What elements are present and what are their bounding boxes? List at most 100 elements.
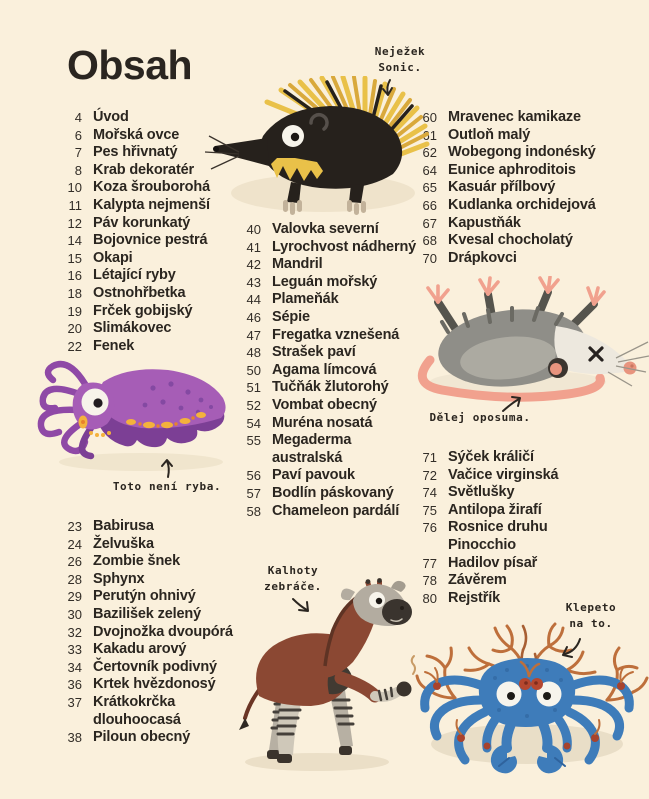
toc-column-top-right: 60 Mravenec kamikaze 61 Outloň malý 62 Wobego… <box>411 109 596 267</box>
toc-page-number: 62 <box>422 145 437 161</box>
toc-entry: 23 Babirusa <box>56 518 233 536</box>
toc-page-number: 66 <box>422 197 437 213</box>
cuttlefish-illustration <box>37 360 226 471</box>
arrow-down-icon <box>382 79 393 96</box>
toc-page-number: 19 <box>67 303 82 319</box>
arrow-up-icon <box>161 459 173 478</box>
toc-entry: 57 Bodlín páskovaný <box>235 485 416 503</box>
toc-page-number: 57 <box>246 485 261 501</box>
toc-page-number: 23 <box>67 519 82 534</box>
toc-entry: 26 Zombie šnek <box>56 553 233 571</box>
toc-entry: 8 Krab dekoratér <box>56 162 210 180</box>
toc-entry: 65 Kasuár přílbový <box>411 179 596 197</box>
toc-entry-label: Světlušky <box>448 484 515 501</box>
toc-entry-label: Kvesal chocholatý <box>448 232 573 249</box>
toc-page-number: 33 <box>67 642 82 658</box>
toc-entry-label: Lyrochvost nádherný <box>272 238 417 255</box>
toc-entry: 77 Hadilov písař <box>411 555 558 573</box>
toc-page-number: 80 <box>422 590 437 606</box>
toc-entry-label: Kalypta nejmenší <box>93 196 210 213</box>
toc-column-bottom-left: 23 Babirusa 24 Želvuška 26 Zombie šnek 28 Sphyn… <box>56 518 234 747</box>
toc-entry-label: Slimákovec <box>93 320 172 337</box>
toc-entry-label: Rejstřík <box>448 589 500 606</box>
toc-entry: 78 Závěrem <box>411 572 558 590</box>
toc-entry-label: Outloň malý <box>448 126 531 143</box>
toc-entry: 10 Koza šrouborohá <box>56 179 211 197</box>
toc-entry-label: Tučňák žlutorohý <box>272 379 389 396</box>
toc-entry-label: Bodlín páskovaný <box>272 484 394 501</box>
toc-entry-label: Eunice aphroditois <box>448 161 576 178</box>
toc-page-number: 51 <box>246 380 261 396</box>
toc-entry: 72 Vačice virginská <box>411 466 559 485</box>
toc-entry-label: Kakadu arový <box>93 641 187 658</box>
toc-entry: 37 Krátkokrčka dlouhoocasá <box>56 694 233 729</box>
toc-entry-label: Závěrem <box>448 572 507 589</box>
toc-page-number: 18 <box>67 285 82 301</box>
toc-entry: 64 Eunice aphroditois <box>411 162 596 180</box>
toc-entry: 38 Piloun obecný <box>56 729 233 747</box>
toc-entry-label: Muréna nosatá <box>272 414 373 431</box>
toc-entry-label: Chameleon pardálí <box>272 502 400 519</box>
toc-page-number: 64 <box>422 162 437 178</box>
toc-entry: 29 Perutýn ohnivý <box>56 588 233 606</box>
toc-entry-label: Koza šrouborohá <box>93 179 210 196</box>
toc-page-number: 36 <box>67 677 82 693</box>
toc-entry: 42 Mandril <box>235 256 416 274</box>
caption-line: Klepeto <box>565 601 617 614</box>
toc-entry-label: Vombat obecný <box>272 396 377 413</box>
toc-entry: 80 Rejstřík <box>411 590 558 608</box>
toc-entry-label: Sépie <box>272 308 310 325</box>
toc-entry-label: Pes hřivnatý <box>93 144 178 161</box>
toc-entry: 68 Kvesal chocholatý <box>411 232 596 250</box>
decorator-crab-illustration <box>415 622 649 774</box>
toc-entry: 61 Outloň malý <box>411 127 596 145</box>
toc-page-number: 46 <box>246 309 261 325</box>
toc-page-number: 34 <box>67 659 82 675</box>
toc-page-number: 47 <box>246 327 261 343</box>
opossum-illustration <box>417 276 649 402</box>
toc-page-number: 43 <box>246 274 261 290</box>
toc-entry: 56 Paví pavouk <box>235 467 416 485</box>
toc-entry-label: Perutýn ohnivý <box>93 588 196 605</box>
toc-page-number: 60 <box>422 110 437 125</box>
toc-page-number: 55 <box>246 433 261 449</box>
okapi-illustration <box>239 578 416 771</box>
toc-entry-label: Zombie šnek <box>93 553 180 570</box>
toc-entry-label: Kapustňák <box>448 214 521 231</box>
toc-entry-label: Krtek hvězdonosý <box>93 676 216 693</box>
toc-page-number: 77 <box>422 555 437 571</box>
toc-page-number: 72 <box>422 467 437 483</box>
toc-entry: 41 Lyrochvost nádherný <box>235 238 417 257</box>
toc-page-number: 50 <box>246 362 261 378</box>
toc-entry: 15 Okapi <box>56 250 210 268</box>
toc-entry: 33 Kakadu arový <box>56 641 233 659</box>
toc-entry: 51 Tučňák žlutorohý <box>235 379 416 397</box>
toc-column-middle: 40 Valovka severní 41 Lyrochvost nádherný 42… <box>235 221 417 520</box>
toc-page-number: 75 <box>422 502 437 518</box>
toc-entry: 6 Mořská ovce <box>56 127 210 145</box>
toc-entry: 50 Agama límcová <box>235 362 416 380</box>
toc-entry: 48 Strašek paví <box>235 344 416 362</box>
toc-page-number: 28 <box>67 571 82 587</box>
toc-page-number: 70 <box>422 250 437 266</box>
toc-page-number: 14 <box>67 233 82 249</box>
toc-entry: 11 Kalypta nejmenší <box>56 196 211 215</box>
toc-entry-label: Vačice virginská <box>448 466 559 483</box>
toc-entry: 16 Létající ryby <box>56 267 210 285</box>
toc-page-number: 52 <box>246 397 261 413</box>
toc-entry: 18 Ostnohřbetka <box>56 285 210 303</box>
toc-entry: 7 Pes hřivnatý <box>56 144 210 162</box>
toc-page-number: 78 <box>422 573 437 589</box>
caption-line: Dělej oposuma. <box>429 411 531 424</box>
caption-line: na to. <box>569 617 613 630</box>
toc-page-number: 7 <box>74 145 82 161</box>
toc-entry-label: Kasuár přílbový <box>448 179 556 196</box>
toc-column-top-left: 4 Úvod 6 Mořská ovce 7 Pes hřivnatý 8 Krab deko… <box>56 109 211 355</box>
toc-entry-label: Ostnohřbetka <box>93 284 186 301</box>
toc-entry: 75 Antilopa žirafí <box>411 502 558 520</box>
toc-entry: 43 Leguán mořský <box>235 274 416 292</box>
toc-page-number: 71 <box>422 450 437 465</box>
toc-entry-label: Fregatka vznešená <box>272 326 400 343</box>
toc-page-number: 41 <box>246 239 261 255</box>
toc-entry: 24 Želvuška <box>56 536 233 554</box>
